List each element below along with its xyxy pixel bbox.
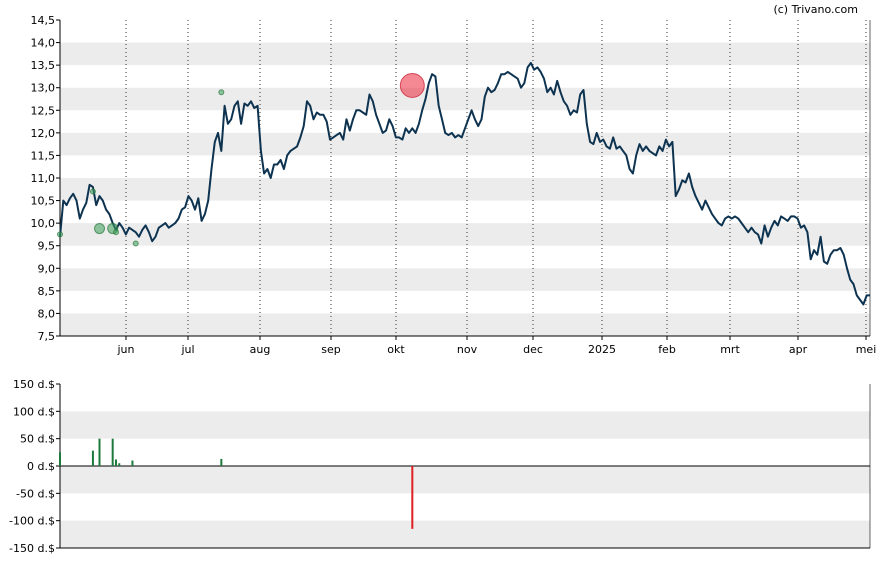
x-tick-label: 2025 — [588, 343, 616, 356]
grid-band — [60, 313, 870, 336]
volume-bar-buy — [114, 459, 117, 466]
y-tick-label: 13,5 — [31, 59, 56, 72]
grid-band — [60, 223, 870, 246]
y-tick-label: 12,5 — [31, 104, 56, 117]
sell-marker — [399, 72, 425, 98]
x-tick-label: jul — [180, 343, 194, 356]
y-tick-label: 9,5 — [38, 240, 56, 253]
buy-marker — [94, 223, 106, 235]
y-tick-label: 13,0 — [31, 82, 56, 95]
volume-bar-buy — [98, 438, 101, 466]
volume-bar-buy — [111, 438, 114, 466]
buy-marker — [57, 231, 63, 238]
x-tick-label: sep — [321, 343, 340, 356]
x-tick-label: feb — [658, 343, 676, 356]
grid-band — [60, 132, 870, 156]
y-tick-label: 8,5 — [38, 285, 56, 298]
x-tick-label: mrt — [720, 343, 740, 356]
price-line — [59, 61, 870, 306]
y-tick-label: 150 d.$ — [13, 378, 55, 391]
y-tick-label: 11,0 — [31, 172, 56, 185]
grid-band — [60, 520, 870, 548]
volume-bar-buy — [59, 452, 61, 466]
volume-bar-buy — [220, 458, 223, 466]
x-tick-label: apr — [789, 343, 808, 356]
y-tick-label: -150 d.$ — [9, 542, 55, 555]
x-tick-label: aug — [250, 343, 271, 356]
volume-panel: 150 d.$ 100 d.$ 50 d.$ 0 d.$ -50 d.$ -100 d.$… — [9, 378, 871, 555]
y-tick-label: 7,5 — [38, 330, 56, 343]
volume-bar-buy — [131, 460, 134, 466]
volume-bar-buy — [118, 463, 121, 466]
buy-marker — [218, 89, 225, 96]
buy-marker — [112, 229, 119, 236]
grid-band — [60, 411, 870, 439]
x-tick-label: dec — [523, 343, 543, 356]
x-tick-label: okt — [387, 343, 405, 356]
price-panel: 14,5 14,0 13,5 13,0 12,5 12,0 11,5 11,0 10,5 10,0… — [31, 14, 877, 356]
y-tick-label: 11,5 — [31, 149, 56, 162]
y-tick-label: 14,0 — [31, 37, 56, 50]
x-tick-label: mei — [856, 343, 877, 356]
y-tick-label: 8,0 — [38, 307, 56, 320]
grid-band — [60, 178, 870, 201]
volume-bar-sell — [411, 466, 414, 529]
y-tick-label: -50 d.$ — [16, 487, 55, 500]
y-tick-label: 9,0 — [38, 262, 56, 275]
y-tick-label: 10,0 — [31, 217, 56, 230]
buy-marker — [132, 240, 139, 247]
grid-band — [60, 42, 870, 66]
volume-bar-buy — [91, 450, 94, 466]
grid-band — [60, 466, 870, 494]
y-tick-label: 14,5 — [31, 14, 56, 27]
x-tick-label: jun — [117, 343, 135, 356]
y-tick-label: 50 d.$ — [20, 433, 55, 446]
y-tick-label: 0 d.$ — [27, 460, 55, 473]
y-tick-label: -100 d.$ — [9, 515, 55, 528]
grid-band — [60, 268, 870, 291]
grid-band — [60, 87, 870, 111]
x-tick-label: nov — [457, 343, 478, 356]
y-tick-label: 100 d.$ — [13, 405, 55, 418]
credit-text: (c) Trivano.com — [773, 3, 858, 16]
buy-marker — [89, 188, 96, 195]
y-tick-label: 10,5 — [31, 195, 56, 208]
y-tick-label: 12,0 — [31, 127, 56, 140]
